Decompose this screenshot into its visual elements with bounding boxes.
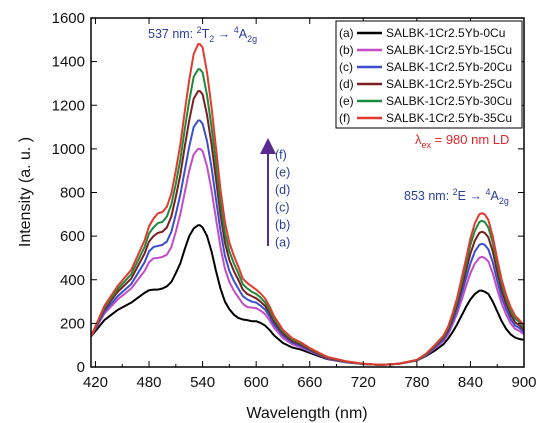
y-axis-label: Intensity (a. u. )	[17, 137, 34, 247]
y-tick-label: 800	[60, 185, 85, 202]
legend-label: SALBK-1Cr2.5Yb-25Cu	[386, 77, 512, 91]
x-tick-label: 840	[458, 374, 483, 391]
x-tick-label: 480	[137, 374, 162, 391]
legend-label: SALBK-1Cr2.5Yb-20Cu	[386, 60, 512, 74]
legend-marker: (f)	[339, 111, 350, 125]
legend-entry: (f) SALBK-1Cr2.5Yb-35Cu	[339, 111, 512, 125]
legend-entry: (a) SALBK-1Cr2.5Yb-0Cu	[339, 26, 505, 40]
y-tick-label: 200	[60, 315, 85, 332]
legend-marker: (e)	[339, 94, 354, 108]
legend-marker: (b)	[339, 43, 354, 57]
x-tick-label: 780	[404, 374, 429, 391]
legend-entry: (e) SALBK-1Cr2.5Yb-30Cu	[339, 94, 512, 108]
x-axis-label: Wavelength (nm)	[246, 405, 367, 422]
y-tick-label: 400	[60, 272, 85, 289]
legend-entry: (b) SALBK-1Cr2.5Yb-15Cu	[339, 43, 512, 57]
arrow-label: (c)	[275, 201, 290, 215]
legend-label: SALBK-1Cr2.5Yb-15Cu	[386, 43, 512, 57]
y-tick-label: 1000	[52, 141, 85, 158]
arrow-label: (e)	[275, 166, 290, 180]
legend-marker: (c)	[339, 60, 353, 74]
ticks-layer: 420 480 540 600 660 720 780 840 900 0 200 400 600 800…	[52, 10, 537, 391]
x-tick-label: 900	[511, 374, 536, 391]
y-tick-label: 1600	[52, 10, 85, 27]
legend-entry: (d) SALBK-1Cr2.5Yb-25Cu	[339, 77, 512, 91]
legend-label: SALBK-1Cr2.5Yb-30Cu	[386, 94, 512, 108]
series-line-4	[91, 68, 524, 366]
series-line-2	[91, 119, 524, 366]
x-tick-label: 720	[351, 374, 376, 391]
excitation-annotation: λex = 980 nm LD	[415, 132, 509, 150]
y-tick-label: 1200	[52, 97, 85, 114]
x-tick-label: 420	[83, 374, 108, 391]
legend-marker: (d)	[339, 77, 354, 91]
series-line-0	[91, 224, 524, 366]
arrow-label: (f)	[275, 148, 287, 162]
x-tick-label: 660	[297, 374, 322, 391]
arrow-label: (d)	[275, 183, 290, 197]
legend-entry: (c) SALBK-1Cr2.5Yb-20Cu	[339, 60, 512, 74]
legend-box	[335, 20, 523, 129]
y-tick-label: 1400	[52, 54, 85, 71]
legend-label: SALBK-1Cr2.5Yb-35Cu	[386, 111, 512, 125]
arrow-label: (a)	[275, 236, 290, 250]
series-line-5	[91, 43, 524, 366]
peak2-annotation: 853 nm: 2E → 4A2g	[404, 187, 509, 206]
legend-label: SALBK-1Cr2.5Yb-0Cu	[386, 26, 505, 40]
legend-entries: (a) SALBK-1Cr2.5Yb-0Cu (b) SALBK-1Cr2.5Yb-1…	[339, 26, 512, 125]
arrow-labels: (f) (e) (d) (c) (b) (a)	[275, 148, 290, 250]
y-tick-label: 0	[77, 359, 85, 376]
legend: (a) SALBK-1Cr2.5Yb-0Cu (b) SALBK-1Cr2.5Yb-1…	[335, 20, 523, 129]
series-line-1	[91, 147, 524, 366]
arrow-label: (b)	[275, 218, 290, 232]
series-line-3	[91, 90, 524, 366]
legend-marker: (a)	[339, 26, 354, 40]
x-tick-label: 600	[244, 374, 269, 391]
y-tick-label: 600	[60, 228, 85, 245]
series-layer	[91, 43, 524, 366]
peak1-annotation: 537 nm: 2T2 → 4A2g	[148, 25, 257, 44]
x-tick-label: 540	[190, 374, 215, 391]
